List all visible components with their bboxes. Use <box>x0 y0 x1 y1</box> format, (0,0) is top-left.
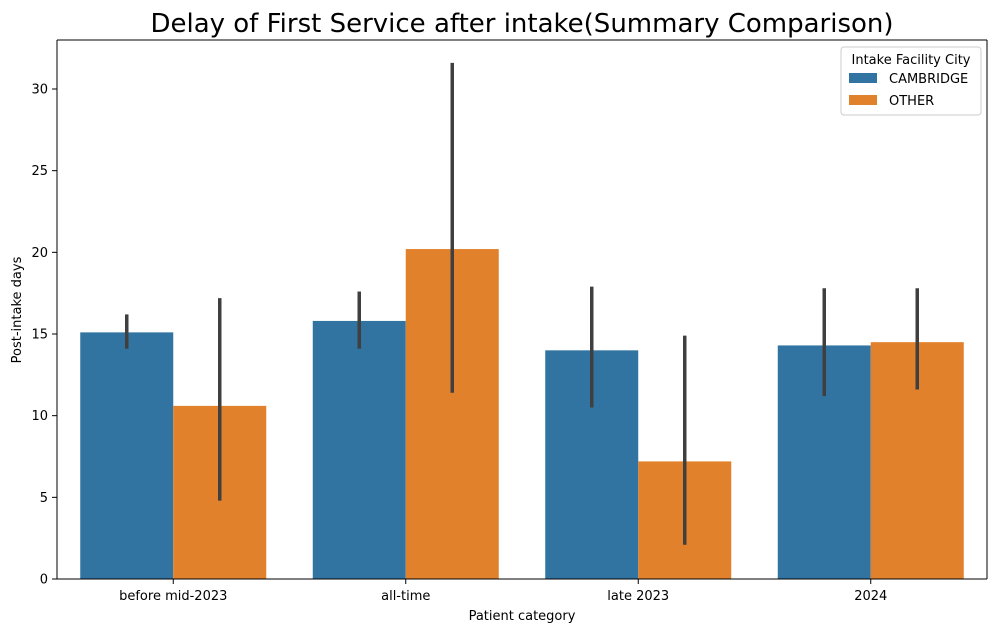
bar-cambridge-1 <box>312 320 406 579</box>
y-axis-label: Post-intake days <box>10 256 25 363</box>
bar-cambridge-0 <box>80 332 174 579</box>
y-tick-label: 5 <box>40 491 48 506</box>
y-tick-label: 30 <box>31 83 48 98</box>
legend-swatch-cambridge <box>849 73 877 83</box>
legend-swatch-other <box>849 95 877 105</box>
y-tick-label: 0 <box>40 573 48 588</box>
x-tick-label: before mid-2023 <box>119 589 227 604</box>
legend-label-cambridge: CAMBRIDGE <box>889 72 968 87</box>
x-tick-label: all-time <box>381 589 430 604</box>
y-tick-label: 20 <box>31 246 48 261</box>
legend-title: Intake Facility City <box>852 53 971 68</box>
x-axis-label: Patient category <box>469 609 576 624</box>
y-tick-label: 10 <box>31 409 48 424</box>
legend: Intake Facility City CAMBRIDGE OTHER <box>840 46 982 116</box>
x-tick-label: 2024 <box>854 589 887 604</box>
legend-label-other: OTHER <box>889 94 934 109</box>
x-tick-label: late 2023 <box>607 589 669 604</box>
y-tick-label: 15 <box>31 328 48 343</box>
y-tick-label: 25 <box>31 164 48 179</box>
chart-title: Delay of First Service after intake(Summ… <box>150 9 893 39</box>
plot-area: 0 5 10 15 20 25 30 before mid-2023 all-time late … <box>31 39 988 604</box>
